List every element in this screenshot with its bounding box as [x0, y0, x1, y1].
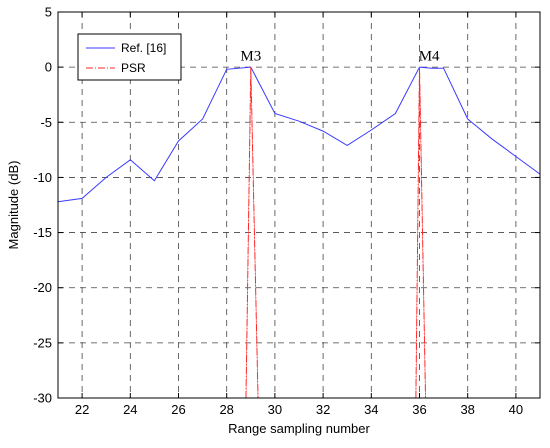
- annotation-label: M4: [419, 49, 440, 65]
- series-peak-psr-fill: [245, 67, 259, 399]
- x-tick-label: 34: [364, 402, 378, 417]
- plot-area: [57, 66, 541, 399]
- x-tick-label: 40: [509, 402, 523, 417]
- x-tick-label: 32: [316, 402, 330, 417]
- x-tick-label: 38: [460, 402, 474, 417]
- y-tick-label: 5: [45, 5, 52, 20]
- x-tick-label: 24: [123, 402, 137, 417]
- x-tick-label: 36: [412, 402, 426, 417]
- y-axis-label: Magnitude (dB): [6, 161, 21, 250]
- x-tick-label: 28: [219, 402, 233, 417]
- y-tick-label: 0: [45, 60, 52, 75]
- legend: Ref. [16] PSR: [77, 33, 182, 81]
- x-tick-label: 30: [268, 402, 282, 417]
- y-tick-label: -30: [33, 391, 52, 406]
- y-tick-label: -5: [40, 115, 52, 130]
- x-tick-label: 22: [75, 402, 89, 417]
- y-tick-label: -25: [33, 335, 52, 350]
- legend-box: [77, 33, 182, 81]
- annotations: M3 M4: [240, 49, 440, 65]
- legend-label-psr: PSR: [121, 61, 146, 75]
- series-line-ref16: [57, 66, 541, 203]
- y-tick-label: -15: [33, 225, 52, 240]
- plot-frame: [57, 11, 541, 399]
- y-tick-label: -10: [33, 170, 52, 185]
- y-tick-label: -20: [33, 280, 52, 295]
- legend-label-ref16: Ref. [16]: [121, 41, 166, 55]
- axis-ticks: 22 24 26 28 30 32 34 36 38 40 5 0 -5 -10 -15 -20 -25 -30: [33, 5, 540, 417]
- annotation-label: M3: [240, 49, 261, 65]
- series-peak-psr-fill: [415, 67, 426, 399]
- x-axis-label: Range sampling number: [228, 421, 370, 436]
- x-tick-label: 26: [171, 402, 185, 417]
